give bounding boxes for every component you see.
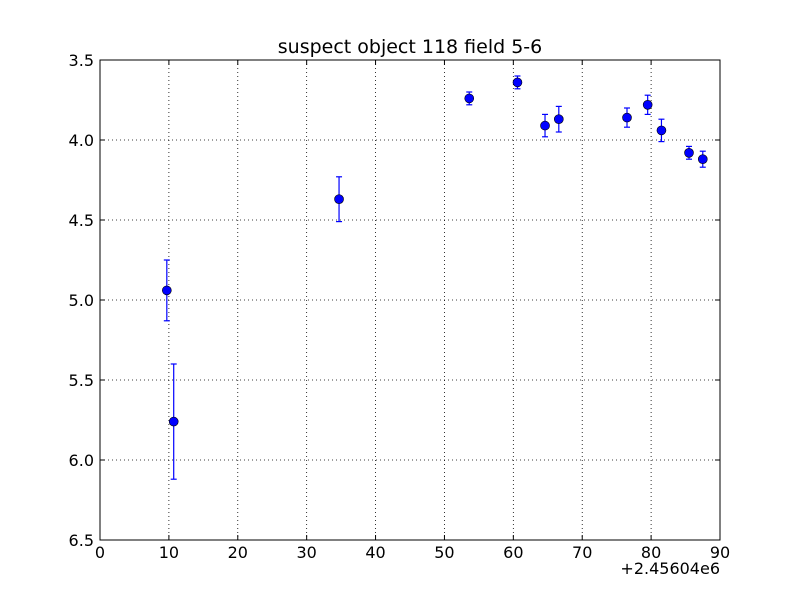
data-point [512, 77, 523, 88]
y-tick-label: 4.5 [69, 211, 94, 230]
x-tick-label: 10 [159, 543, 179, 562]
y-tick-label: 5.5 [69, 371, 94, 390]
x-tick-label: 0 [95, 543, 105, 562]
data-point [162, 285, 172, 296]
data-point [464, 93, 475, 104]
data-point [334, 194, 344, 204]
x-tick-label: 30 [296, 543, 316, 562]
grid-lines [99, 59, 721, 541]
x-tick-label: 80 [641, 543, 661, 562]
y-tick-label: 6.0 [69, 451, 94, 470]
chart-title: suspect object 118 field 5-6 [278, 36, 543, 58]
y-tick-label: 6.5 [69, 531, 94, 550]
x-tick-label: 40 [365, 543, 385, 562]
data-point [168, 416, 179, 427]
x-tick-label: 70 [572, 543, 592, 562]
x-tick-label: 20 [228, 543, 248, 562]
data-point [684, 148, 694, 158]
data-point [540, 120, 550, 131]
data-point [697, 154, 708, 164]
x-tick-label: 60 [503, 543, 523, 562]
data-point [656, 125, 667, 136]
x-tick-label: 50 [434, 543, 454, 562]
x-axis-offset-label: +2.45604e6 [620, 559, 720, 578]
data-point [622, 112, 632, 123]
x-tick-label: 90 [710, 543, 730, 562]
data-point [642, 100, 653, 110]
data-point [553, 114, 564, 124]
y-tick-label: 5.0 [69, 291, 94, 310]
y-tick-label: 3.5 [69, 51, 94, 70]
axis-ticks: 0 10 20 30 40 50 60 70 80 90 3.5 4.0 4.5 5.0 5.5 6.0 6.5 [69, 51, 731, 562]
data-series [162, 75, 708, 480]
y-tick-label: 4.0 [69, 131, 94, 150]
